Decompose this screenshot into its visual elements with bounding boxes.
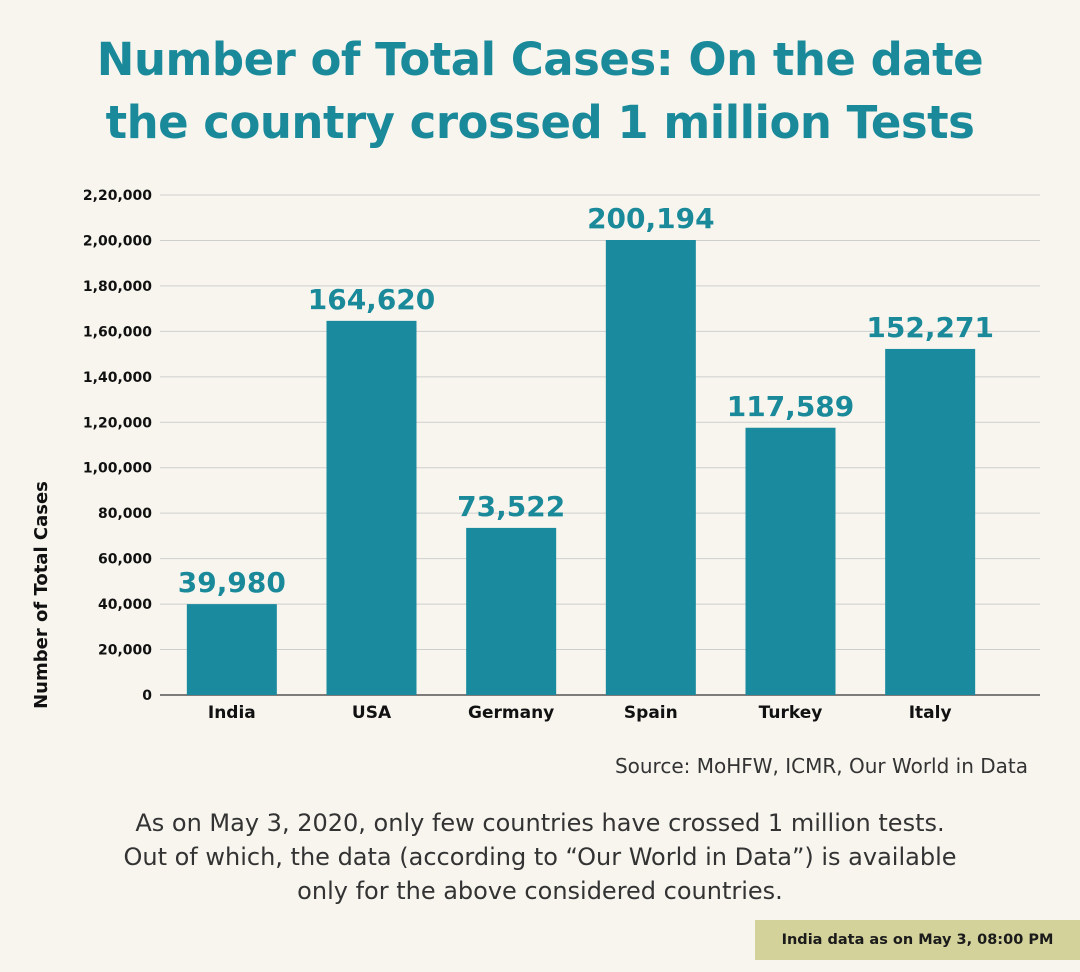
data-label-spain: 200,194: [587, 202, 715, 235]
data-label-germany: 73,522: [457, 490, 565, 523]
footnote: As on May 3, 2020, only few countries ha…: [0, 806, 1080, 908]
y-tick-label: 2,00,000: [83, 233, 152, 249]
source-note: Source: MoHFW, ICMR, Our World in Data: [614, 754, 1028, 778]
y-tick-label: 1,60,000: [83, 324, 152, 340]
data-label-turkey: 117,589: [727, 390, 855, 423]
y-tick-label: 1,00,000: [83, 461, 152, 477]
data-labels: 39,980 164,620 73,522 200,194 117,589 152,271: [178, 202, 994, 599]
y-tick-label: 40,000: [98, 597, 152, 613]
bar-germany: [466, 527, 557, 695]
data-label-italy: 152,271: [866, 311, 994, 344]
data-label-usa: 164,620: [308, 283, 436, 316]
bar-chart: 0 20,000 40,000 60,000 80,000 1,00,000 1,20,00…: [31, 188, 1040, 723]
x-tick-label: Germany: [468, 703, 554, 723]
y-tick-label: 1,20,000: [83, 415, 152, 431]
x-tick-label: India: [208, 703, 256, 723]
footnote-line-3: only for the above considered countries.: [297, 877, 783, 905]
chart-title-line-1: Number of Total Cases: On the date: [96, 33, 984, 86]
bar-italy: [885, 348, 976, 695]
bar-spain: [605, 240, 696, 695]
y-tick-label: 80,000: [98, 506, 152, 522]
chart-title-line-2: the country crossed 1 million Tests: [105, 96, 975, 149]
x-tick-label: Spain: [624, 703, 678, 723]
chart-title: Number of Total Cases: On the date the c…: [0, 28, 1080, 154]
bar-turkey: [745, 427, 836, 695]
footnote-line-2: Out of which, the data (according to “Ou…: [123, 843, 957, 871]
footnote-line-1: As on May 3, 2020, only few countries ha…: [135, 809, 945, 837]
y-axis-ticks: 0 20,000 40,000 60,000 80,000 1,00,000 1,20,00…: [83, 188, 152, 704]
gridlines: [160, 194, 1040, 696]
y-tick-label: 60,000: [98, 552, 152, 568]
y-axis-label: Number of Total Cases: [31, 481, 52, 709]
y-tick-label: 2,20,000: [83, 188, 152, 204]
x-tick-label: Italy: [909, 703, 952, 723]
y-tick-label: 0: [142, 688, 152, 704]
data-label-india: 39,980: [178, 566, 286, 599]
y-tick-label: 20,000: [98, 643, 152, 659]
x-tick-label: USA: [352, 703, 392, 723]
y-tick-label: 1,80,000: [83, 279, 152, 295]
y-tick-label: 1,40,000: [83, 370, 152, 386]
x-axis-ticks: India USA Germany Spain Turkey Italy: [208, 703, 952, 723]
bar-india: [186, 604, 277, 695]
bars: [186, 240, 976, 695]
bar-usa: [326, 320, 417, 695]
x-tick-label: Turkey: [759, 703, 823, 723]
date-stamp-badge: India data as on May 3, 08:00 PM: [755, 920, 1080, 960]
